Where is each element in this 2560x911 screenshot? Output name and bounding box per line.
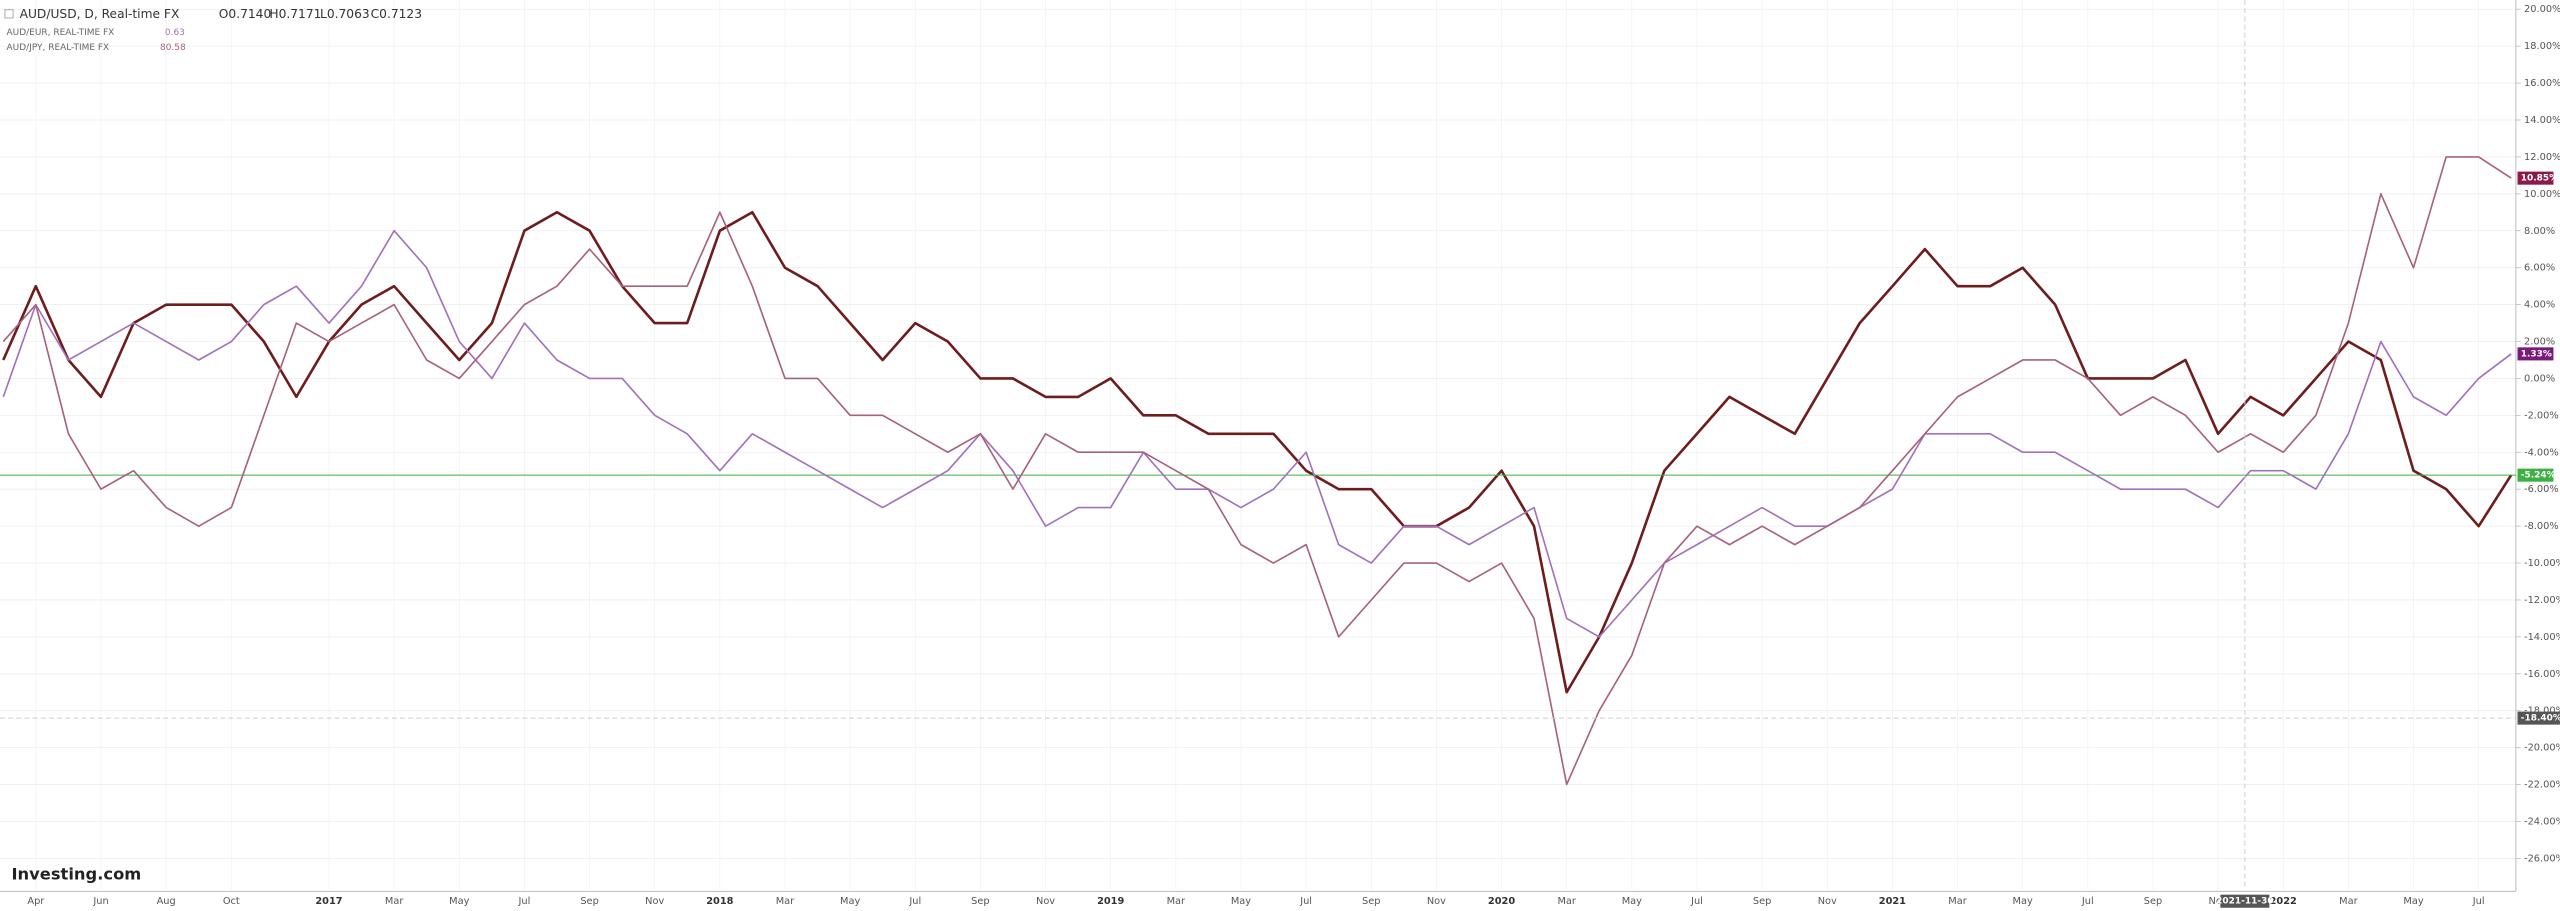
y-tick-label: -20.00% [2524, 743, 2560, 754]
y-tick-label: -8.00% [2524, 521, 2559, 532]
y-tick-label: 0.00% [2524, 373, 2555, 384]
ohlc-high: H0.7171 [269, 7, 321, 21]
x-tick-label: Apr [27, 896, 45, 907]
y-tick-label: -12.00% [2524, 595, 2560, 606]
x-tick-label: Jul [2472, 896, 2485, 907]
x-tick-label: May [2013, 896, 2033, 907]
grid [0, 0, 2516, 890]
x-tick-label: Jul [518, 896, 531, 907]
x-tick-label: May [1231, 896, 1251, 907]
x-tick-label: Nov [645, 896, 664, 907]
y-tick-label: -18.00% [2524, 706, 2560, 717]
series-line [2, 156, 2512, 786]
x-tick-label: Jun [92, 896, 108, 907]
x-tick-label: Mar [1948, 896, 1967, 907]
x-tick-label: May [449, 896, 469, 907]
ohlc-close: C0.7123 [371, 7, 422, 21]
y-tick-label: -22.00% [2524, 780, 2560, 791]
y-tick-label: 10.00% [2524, 189, 2560, 200]
y-tick-label: -4.00% [2524, 447, 2559, 458]
crosshair-y-badge [2517, 711, 2560, 725]
x-tick-label: May [1622, 896, 1642, 907]
plot-area [0, 156, 2516, 786]
last-value-label: -5.24% [2521, 471, 2556, 481]
x-tick-label: Mar [1167, 896, 1186, 907]
series-line [2, 210, 2513, 694]
x-tick-label: Sep [1362, 896, 1380, 907]
x-tick-label: 2017 [315, 896, 342, 907]
y-tick-label: -26.00% [2524, 853, 2560, 864]
x-tick-label: Nov [2209, 896, 2228, 907]
x-tick-label: Nov [1427, 896, 1446, 907]
x-tick-label: Aug [157, 896, 176, 907]
x-tick-label: Nov [1036, 896, 1055, 907]
x-tick-label: Sep [2144, 896, 2162, 907]
logo[interactable]: Investing.com [11, 865, 141, 884]
last-value-badge [2517, 171, 2554, 185]
x-tick-label: Nov [1818, 896, 1837, 907]
x-tick-label: Jul [2081, 896, 2094, 907]
x-tick-label: 2018 [706, 896, 733, 907]
x-tick-label: 2021 [1879, 896, 1906, 907]
last-value-badge [2517, 468, 2554, 482]
collapse-button[interactable] [4, 9, 14, 19]
symbol-title: AUD/USD, D, Real-time FX [20, 7, 180, 21]
compare-name: AUD/EUR, REAL-TIME FX [7, 28, 115, 38]
y-tick-label: 20.00% [2524, 4, 2560, 15]
y-tick-label: 2.00% [2524, 337, 2555, 348]
y-tick-label: -6.00% [2524, 484, 2559, 495]
last-value-badge [2517, 347, 2554, 361]
y-tick-label: -24.00% [2524, 816, 2560, 827]
y-tick-label: 14.00% [2524, 115, 2560, 126]
x-tick-label: 2020 [1488, 896, 1515, 907]
x-tick-label: Mar [776, 896, 795, 907]
last-value-label: 1.33% [2521, 349, 2552, 359]
series-line [2, 229, 2512, 638]
x-tick-label: Jul [908, 896, 921, 907]
crosshair-x-label: 2021-11-30 [2216, 897, 2273, 907]
y-tick-label: 4.00% [2524, 300, 2555, 311]
y-tick-label: 12.00% [2524, 152, 2560, 163]
x-tick-label: Sep [971, 896, 989, 907]
compare-quote: 0.63 [165, 28, 185, 38]
last-value-label: 10.85% [2521, 174, 2558, 184]
ohlc-open: O0.7140 [219, 7, 271, 21]
x-tick-label: Sep [580, 896, 598, 907]
x-tick-label: Sep [1753, 896, 1771, 907]
x-tick-label: Oct [223, 896, 240, 907]
x-tick-label: Mar [385, 896, 404, 907]
x-tick-label: Jul [1690, 896, 1703, 907]
y-tick-label: -14.00% [2524, 632, 2560, 643]
x-tick-label: Jul [1299, 896, 1312, 907]
y-tick-label: -2.00% [2524, 410, 2559, 421]
x-tick-label: May [840, 896, 860, 907]
y-tick-label: 16.00% [2524, 78, 2560, 89]
y-tick-label: -10.00% [2524, 558, 2560, 569]
y-tick-label: 8.00% [2524, 226, 2555, 237]
x-tick-label: 2022 [2270, 896, 2297, 907]
crosshair-y-label: -18.40% [2521, 714, 2560, 724]
ohlc-low: L0.7063 [320, 7, 370, 21]
crosshair-x-badge [2220, 894, 2270, 908]
y-tick-label: -16.00% [2524, 669, 2560, 680]
x-tick-label: May [2403, 896, 2423, 907]
y-tick-label: 6.00% [2524, 263, 2555, 274]
x-tick-label: 2019 [1097, 896, 1124, 907]
y-tick-label: 18.00% [2524, 41, 2560, 52]
x-tick-label: Mar [1557, 896, 1576, 907]
x-tick-label: Mar [2339, 896, 2358, 907]
compare-quote: 80.58 [160, 43, 186, 53]
compare-name: AUD/JPY, REAL-TIME FX [7, 43, 110, 53]
